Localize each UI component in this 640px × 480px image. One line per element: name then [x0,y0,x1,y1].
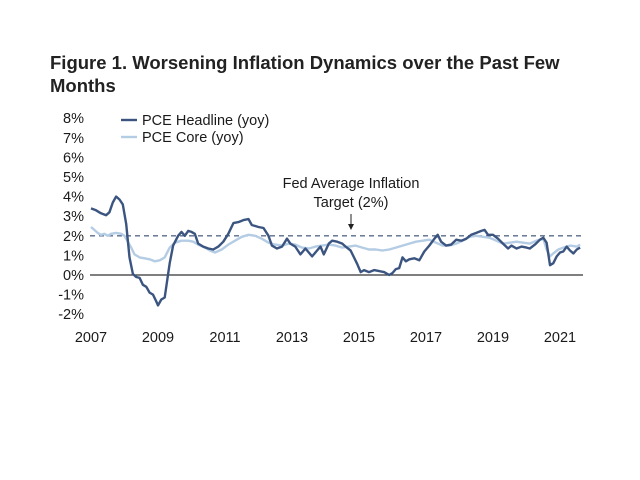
series-line-pce-headline [90,195,581,307]
y-tick-label: 1% [63,248,84,264]
target-annotation: Fed Average Inflation Target (2%) [283,176,420,230]
y-tick-label: -2% [58,307,84,323]
x-tick-label: 2013 [276,330,308,346]
x-tick-label: 2007 [75,330,107,346]
y-tick-label: 4% [63,190,84,206]
y-tick-label: 8% [63,111,84,127]
legend-label-headline: PCE Headline (yoy) [142,113,269,129]
legend: PCE Headline (yoy) PCE Core (yoy) [121,113,269,146]
y-axis: -2% -1% 0% 1% 2% 3% 4% 5% 6% 7% 8% [58,111,84,323]
x-tick-label: 2015 [343,330,375,346]
legend-label-core: PCE Core (yoy) [142,130,244,146]
y-tick-label: 0% [63,268,84,284]
chart-title: Figure 1. Worsening Inflation Dynamics o… [50,52,560,96]
series-group [90,195,581,307]
x-tick-label: 2011 [209,330,240,346]
annotation-line-1: Fed Average Inflation [283,176,420,192]
y-tick-label: -1% [58,288,84,304]
series-line-pce-core [90,226,581,263]
x-tick-label: 2021 [544,330,576,346]
y-tick-label: 6% [63,150,84,166]
annotation-line-2: Target (2%) [314,195,389,211]
x-axis: 2007 2009 2011 2013 2015 2017 2019 2021 [75,330,576,346]
y-tick-label: 5% [63,170,84,186]
y-tick-label: 7% [63,131,84,147]
x-tick-label: 2017 [410,330,442,346]
y-tick-label: 2% [63,229,84,245]
x-tick-label: 2019 [477,330,509,346]
x-tick-label: 2009 [142,330,174,346]
annotation-arrow-head [348,224,354,230]
y-tick-label: 3% [63,209,84,225]
